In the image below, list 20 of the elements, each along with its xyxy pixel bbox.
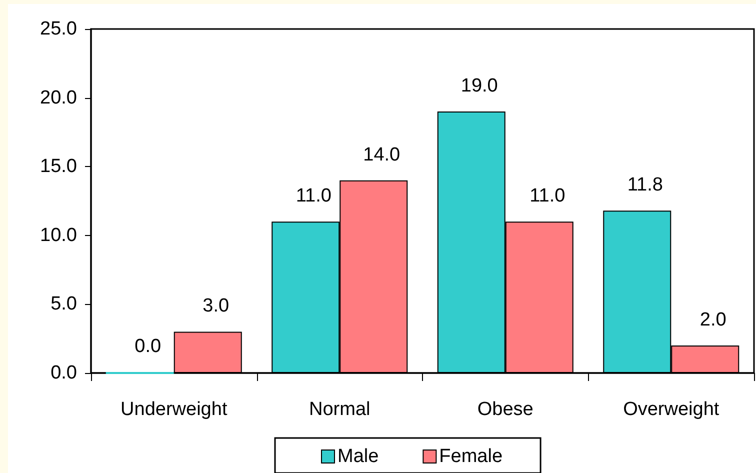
legend-label: Female [439,446,503,467]
y-tick-label: 10.0 [40,224,77,246]
x-tick-label: Overweight [623,399,720,420]
y-tick-label: 5.0 [50,294,77,315]
x-tick-label: Normal [309,399,370,420]
data-label: 0.0 [134,336,162,357]
y-tick-label: 15.0 [40,156,77,178]
data-label: 3.0 [202,296,230,317]
legend-label: Male [338,446,379,467]
data-label: 2.0 [700,309,726,330]
x-tick-label: Obese [477,399,534,420]
y-tick-label: 20.0 [40,87,77,108]
data-label: 11.0 [296,186,332,207]
data-label: 19.0 [460,76,498,97]
data-label: 14.0 [363,144,400,166]
y-tick-label: 0.0 [50,362,77,384]
x-tick-label: Underweight [120,399,228,420]
data-label: 11.8 [627,174,663,196]
y-tick-label: 25.0 [40,18,77,40]
data-label: 11.0 [530,186,566,207]
